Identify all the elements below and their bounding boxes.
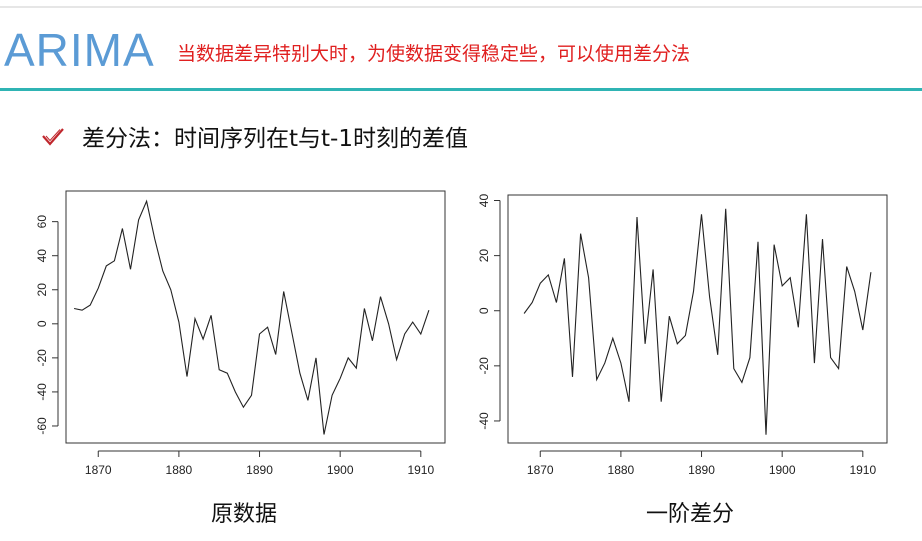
page-subtitle: 当数据差异特别大时，为使数据变得稳定些，可以使用差分法: [177, 43, 691, 65]
plot-frame: [65, 190, 446, 444]
y-tick-label: 0: [477, 307, 491, 314]
check-icon: [42, 128, 64, 146]
y-tick-label: 40: [477, 194, 491, 208]
plot-frame: [507, 194, 888, 444]
x-tick-label: 1870: [527, 463, 554, 477]
x-tick-label: 1910: [849, 463, 876, 477]
x-tick-label: 1870: [85, 463, 112, 477]
x-tick-label: 1880: [166, 463, 193, 477]
y-tick-label: -40: [477, 412, 491, 430]
caption-diff: 一阶差分: [646, 502, 735, 527]
bullet-text: 差分法：时间序列在t与t-1时刻的差值: [82, 126, 468, 152]
x-tick-label: 1890: [688, 463, 715, 477]
chart-original: 1870 1880 1890 1900 1910 -60 -40 -20 0 20 40 60: [20, 185, 460, 489]
x-tick-label: 1900: [769, 463, 796, 477]
y-tick-label: -20: [35, 349, 49, 367]
series-line: [523, 208, 872, 435]
x-tick-label: 1880: [608, 463, 635, 477]
y-tick-label: -60: [35, 417, 49, 435]
chart-diff: 1870 1880 1890 1900 1910 -40 -20 0 20 40: [470, 185, 900, 489]
y-tick-label: 60: [35, 215, 49, 229]
title-underline: [0, 88, 922, 91]
y-tick-label: 40: [35, 249, 49, 263]
series-line: [73, 199, 430, 435]
page-title: ARIMA: [4, 24, 155, 76]
chart-original-svg: 1870 1880 1890 1900 1910 -60 -40 -20 0 20 40 60: [35, 190, 446, 477]
x-tick-label: 1900: [327, 463, 354, 477]
top-divider: [0, 6, 922, 8]
chart-diff-svg: 1870 1880 1890 1900 1910 -40 -20 0 20 40: [477, 194, 888, 477]
caption-original: 原数据: [211, 502, 278, 527]
x-tick-label: 1890: [246, 463, 273, 477]
y-tick-label: 0: [35, 320, 49, 327]
y-tick-label: -40: [35, 383, 49, 401]
x-tick-label: 1910: [407, 463, 434, 477]
y-tick-label: -20: [477, 357, 491, 375]
y-tick-label: 20: [35, 283, 49, 297]
y-tick-label: 20: [477, 249, 491, 263]
